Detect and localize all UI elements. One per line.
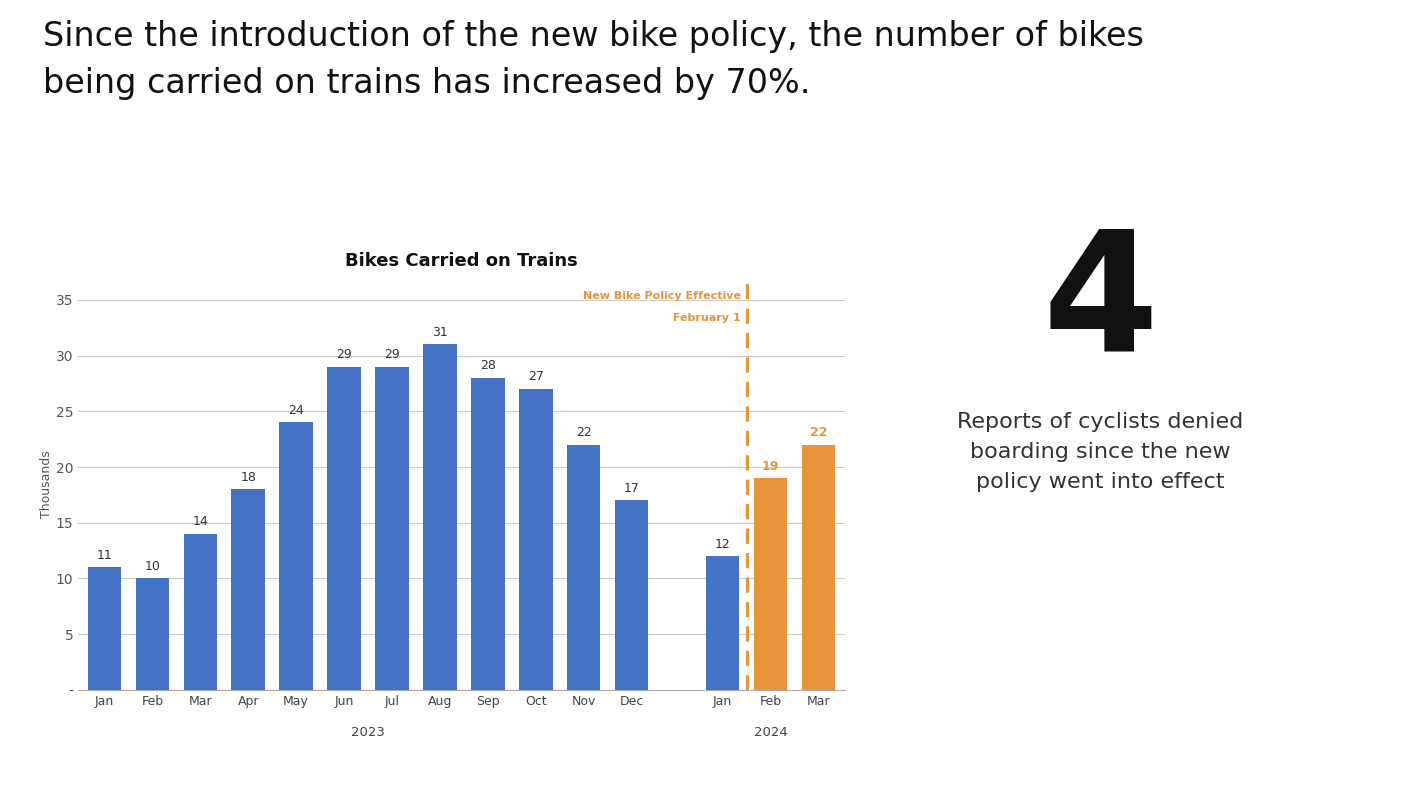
Text: 29: 29 [385,348,400,361]
Title: Bikes Carried on Trains: Bikes Carried on Trains [345,252,578,270]
Bar [88,567,121,690]
Text: 19: 19 [763,460,780,473]
Text: 27: 27 [528,370,544,384]
Text: February 1: February 1 [673,313,741,324]
Bar [136,578,169,690]
Text: 29: 29 [337,348,352,361]
Text: 22: 22 [577,426,592,439]
Text: 2024: 2024 [754,726,788,738]
Text: 4: 4 [1042,222,1159,385]
Text: 24: 24 [288,404,304,417]
Bar [754,478,788,690]
Text: 14: 14 [193,515,209,528]
Bar [375,366,409,690]
Bar [423,344,457,690]
Bar [615,500,649,690]
Text: 10: 10 [145,560,160,573]
Bar [471,377,504,690]
Text: 18: 18 [240,471,256,484]
Bar [802,445,835,690]
Text: 22: 22 [809,426,828,439]
Text: 31: 31 [432,326,447,339]
Text: 11: 11 [97,549,112,561]
Bar [706,556,740,690]
Text: Reports of cyclists denied
boarding since the new
policy went into effect: Reports of cyclists denied boarding sinc… [957,412,1244,492]
Text: New Bike Policy Effective: New Bike Policy Effective [582,291,741,301]
Text: Since the introduction of the new bike policy, the number of bikes: Since the introduction of the new bike p… [43,20,1143,53]
Text: 2023: 2023 [351,726,385,738]
Text: 28: 28 [480,359,496,372]
Bar [183,534,217,690]
Bar [328,366,361,690]
Y-axis label: Thousands: Thousands [40,450,53,518]
Bar [280,423,312,690]
Text: 12: 12 [714,538,730,550]
Bar [520,389,552,690]
Text: being carried on trains has increased by 70%.: being carried on trains has increased by… [43,67,809,101]
Bar [231,489,266,690]
Text: 17: 17 [623,482,639,495]
Bar [567,445,601,690]
